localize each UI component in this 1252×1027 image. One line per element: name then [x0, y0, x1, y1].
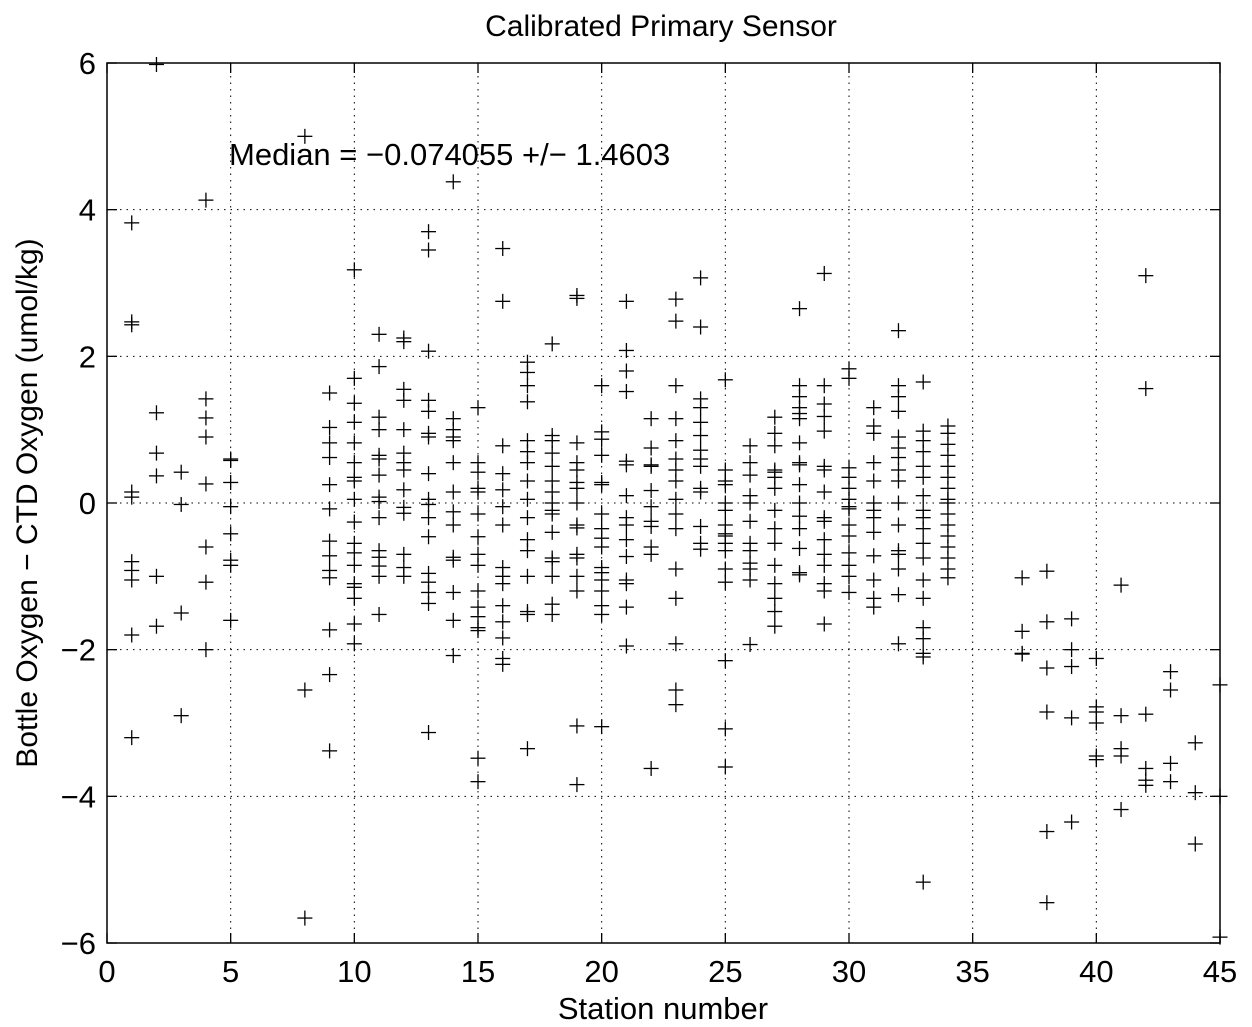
x-tick-label: 25 [708, 954, 742, 989]
x-tick-label: 15 [461, 954, 495, 989]
x-tick-label: 45 [1203, 954, 1237, 989]
x-tick-label: 30 [832, 954, 866, 989]
x-tick-label: 40 [1079, 954, 1113, 989]
y-tick-label: −4 [61, 779, 96, 814]
chart-title: Calibrated Primary Sensor [485, 10, 837, 43]
y-tick-label: 6 [79, 46, 96, 81]
x-tick-label: 5 [222, 954, 239, 989]
y-tick-label: 2 [79, 339, 96, 374]
x-tick-label: 20 [584, 954, 618, 989]
y-tick-label: 0 [79, 486, 96, 521]
y-tick-label: −6 [61, 926, 96, 961]
x-tick-label: 35 [955, 954, 989, 989]
x-axis-label: Station number [558, 991, 768, 1026]
y-axis-label: Bottle Oxygen − CTD Oxygen (umol/kg) [11, 238, 44, 767]
x-tick-label: 10 [337, 954, 371, 989]
median-annotation: Median = −0.074055 +/− 1.4603 [229, 137, 670, 172]
x-tick-label: 0 [98, 954, 115, 989]
y-tick-label: −2 [61, 633, 96, 668]
y-tick-label: 4 [79, 193, 96, 228]
